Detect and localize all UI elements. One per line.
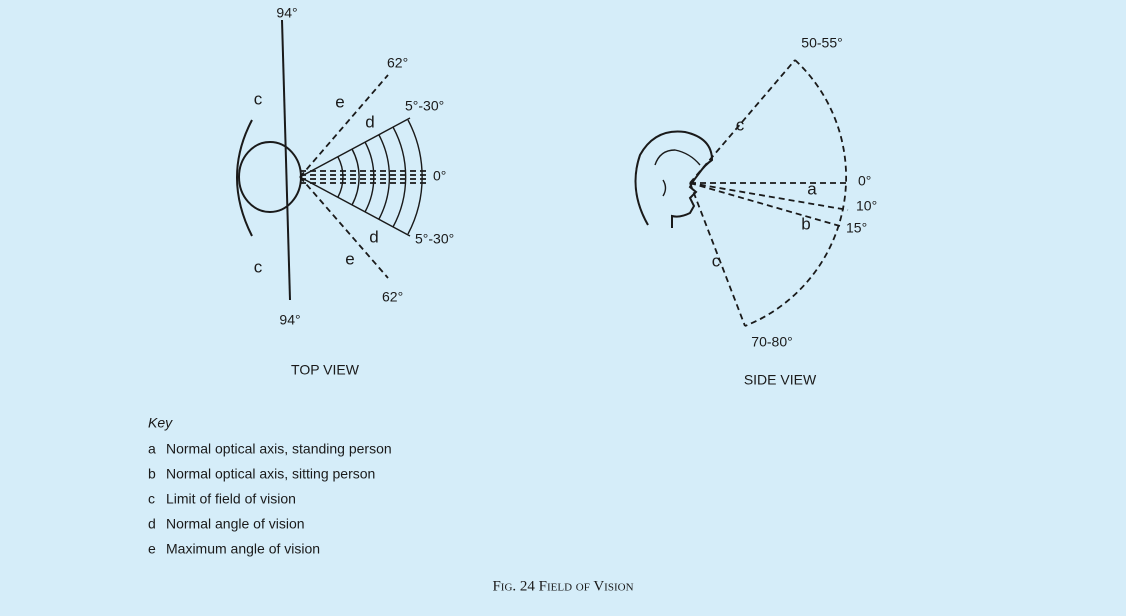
ear [662,179,667,197]
key-letter: b [148,466,156,482]
view-title: TOP VIEW [291,362,360,378]
lower-limit [689,182,746,327]
upper-limit [689,59,796,184]
key-letter: a [148,441,156,457]
top-view-drawing [236,19,428,301]
axis-15 [689,182,841,227]
letter: c [736,115,745,134]
angle-label: 0° [433,168,446,184]
angle-label: 10° [856,198,877,214]
field-arc [744,59,847,327]
axis-lines [300,170,428,184]
key-text: Normal angle of vision [166,516,305,532]
shoulder-arc [236,119,253,237]
normal-line-top [299,117,411,178]
normal-line-bottom [299,176,411,237]
key-text: Maximum angle of vision [166,541,320,557]
angle-label: 70-80° [751,334,792,350]
angle-label: 15° [846,220,867,236]
caption: Fig. 24 Field of Vision [492,578,633,594]
hair-line [654,149,701,166]
angle-label: 62° [387,55,408,71]
letter: c [712,251,721,270]
key-text: Normal optical axis, standing person [166,441,392,457]
axis-10 [689,182,849,211]
max-line-bottom [299,176,389,279]
letter: e [345,249,354,268]
angle-label: 94° [276,5,297,21]
angle-label: 50-55° [801,35,842,51]
letter: e [335,92,344,111]
angle-label: 62° [382,289,403,305]
key-letter: d [148,516,156,532]
angle-label: 94° [279,312,300,328]
vision-arcs [337,119,423,235]
key-letter: e [148,541,156,557]
letter: a [807,179,817,198]
key-list: a Normal optical axis, standing person b No… [148,441,392,557]
angle-label: 5°-30° [415,231,454,247]
letter: c [254,257,263,276]
letter: d [365,112,374,131]
head-profile [634,130,714,228]
letter: c [254,89,263,108]
max-line-top [299,74,389,178]
view-title: SIDE VIEW [744,372,817,388]
head [238,141,302,213]
key-text: Limit of field of vision [166,491,296,507]
angle-label: 5°-30° [405,98,444,114]
limit-line [281,19,291,301]
angle-label: 0° [858,173,871,189]
letter: b [801,214,810,233]
letter: d [369,227,378,246]
side-view-drawing [634,59,850,327]
key-title: Key [148,415,173,431]
key-text: Normal optical axis, sitting person [166,466,375,482]
key-letter: c [148,491,155,507]
